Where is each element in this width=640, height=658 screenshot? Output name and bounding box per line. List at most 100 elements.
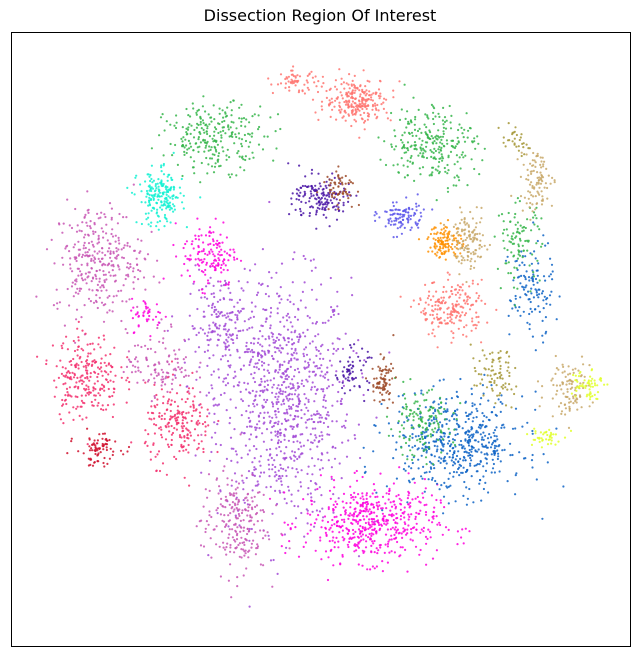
data-point [270,83,273,86]
data-point [133,276,136,279]
data-point [470,448,473,451]
data-point [340,94,343,97]
data-point [458,288,461,292]
data-point [448,456,451,459]
data-point [271,405,275,408]
data-point [434,149,437,153]
data-point [306,522,309,525]
data-point [298,402,301,405]
data-point [485,462,488,465]
data-point [193,128,196,132]
data-point [440,296,443,299]
data-point [234,540,237,543]
data-point [411,162,414,165]
data-point [460,443,463,447]
data-point [183,262,186,266]
data-point [296,335,299,338]
data-point [400,446,403,449]
data-point [147,433,150,436]
data-point [144,301,147,304]
data-point [254,531,257,534]
data-point [262,493,265,496]
data-point [388,487,391,490]
data-point [489,436,493,439]
data-point [201,105,204,108]
data-point [330,524,333,527]
data-point [96,306,99,310]
data-point [375,501,378,504]
data-point [465,300,468,303]
data-point [217,338,220,341]
data-point [150,177,153,181]
data-point [452,184,455,187]
data-point [365,497,368,500]
data-point [331,530,334,533]
data-point [258,491,261,494]
data-point [206,132,209,136]
data-point [268,271,271,274]
data-point [295,405,298,408]
data-point [259,105,262,108]
data-point [398,497,401,500]
data-point [257,414,260,417]
data-point [55,365,58,368]
data-point [288,397,291,401]
data-point [125,216,128,219]
data-point [296,471,299,474]
data-point [208,230,211,233]
data-point [209,537,212,540]
data-point [250,310,254,313]
data-point [212,171,216,174]
data-point [379,80,382,83]
data-point [464,312,468,315]
data-point [386,542,390,545]
data-point [389,501,392,504]
data-point [510,235,513,238]
data-point [287,385,290,388]
data-point [442,460,445,463]
data-point [290,407,293,410]
data-point [226,148,229,151]
data-point [332,493,335,496]
data-point [298,456,301,459]
data-point [373,567,376,570]
data-point [314,322,317,325]
data-point [240,414,243,417]
data-point [332,511,335,514]
data-point [278,364,281,367]
data-point [504,262,507,265]
data-point [425,398,428,402]
data-point [395,536,398,539]
data-point [276,312,279,315]
data-point [403,528,407,531]
data-point [180,366,183,369]
data-point [229,248,232,251]
data-point [156,403,159,406]
data-point [75,407,78,410]
data-point [518,264,521,267]
data-point [210,262,213,265]
data-point [269,327,272,330]
data-point [411,458,414,461]
data-point [453,428,456,431]
data-point [389,119,392,122]
data-point [499,400,502,404]
data-point [285,408,288,411]
data-point [210,313,213,316]
data-point [396,516,399,520]
data-point [319,374,322,377]
data-point [530,277,533,280]
data-point [413,147,416,151]
data-point [486,446,489,449]
data-point [314,392,317,395]
data-point [431,166,434,169]
data-point [182,246,185,250]
data-point [193,327,196,330]
data-point [323,394,326,397]
data-point [439,523,442,527]
data-point [417,434,420,438]
data-point [494,440,497,443]
data-point [455,300,459,303]
data-point [213,266,216,269]
data-point [311,510,314,513]
